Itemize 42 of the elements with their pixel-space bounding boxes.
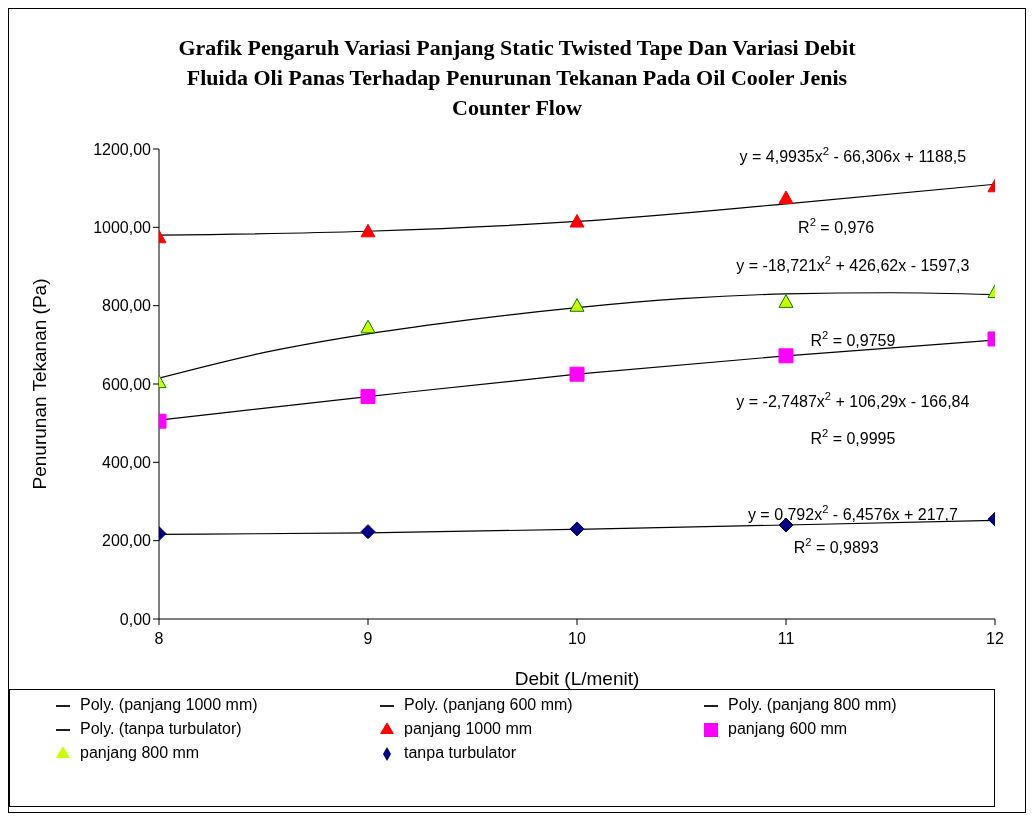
point <box>360 389 376 405</box>
x-tick-label: 10 <box>568 630 586 648</box>
point <box>360 524 376 540</box>
point <box>778 348 794 364</box>
point <box>778 190 794 205</box>
annotation: y = -18,721x$^{2}$ + 426,62x - 1597,3 <box>736 253 970 274</box>
legend-label: panjang 800 mm <box>80 744 200 761</box>
annotation: R$^{2}$ = 0,976 <box>798 215 875 237</box>
y-tick-label: 0,00 <box>119 610 152 628</box>
legend-label: Poly. (panjang 800 mm) <box>728 696 897 713</box>
x-axis-title: Debit (L/menit) <box>514 668 640 689</box>
annotation: R$^{2}$ = 0,9995 <box>810 427 896 448</box>
x-tick-label: 11 <box>777 630 795 648</box>
y-axis-title: Penurunan Tekanan (Pa) <box>28 278 50 490</box>
chart-title: Grafik Pengaruh Variasi Panjang Static Twisted Tape Dan Variasi Debit Fluida Oli Panas Terhadap Penurunan Tekanan Pada Oil Cooler Jenis Counter Flow <box>177 34 857 122</box>
legend-label: Poly. (panjang 600 mm) <box>404 696 573 713</box>
legend-label: Poly. (tanpa turbulator) <box>80 720 242 737</box>
x-tick-label: 8 <box>154 630 164 648</box>
x-tick-label: 9 <box>363 630 373 648</box>
point <box>569 521 585 537</box>
y-tick-label: 800,00 <box>102 297 152 315</box>
annotation: y = 0,792x$^{2}$ - 6,4576x + 217,7 <box>747 502 958 523</box>
y-tick-label: 1200,00 <box>93 140 152 158</box>
point <box>569 213 585 228</box>
annotation: R$^{2}$ = 0,9759 <box>810 328 896 349</box>
legend-label: panjang 1000 mm <box>404 720 533 737</box>
annotation: R$^{2}$ = 0,9893 <box>793 535 879 556</box>
point <box>569 366 585 382</box>
y-tick-label: 600,00 <box>102 375 152 393</box>
point <box>360 319 376 334</box>
legend-label: tanpa turbulator <box>404 744 517 761</box>
y-tick-label: 1000,00 <box>93 219 152 237</box>
annotation: y = 4,9935x$^{2}$ - 66,306x + 1188,5 <box>739 145 967 166</box>
x-tick-label: 12 <box>986 630 1004 648</box>
point <box>569 298 585 312</box>
y-tick-label: 200,00 <box>102 532 152 550</box>
y-tick-label: 400,00 <box>102 454 152 472</box>
point <box>360 223 376 238</box>
legend-label: panjang 600 mm <box>728 720 848 737</box>
point <box>778 294 794 308</box>
annotation: y = -2,7487x$^{2}$ + 106,29x - 166,84 <box>736 389 970 411</box>
legend-label: Poly. (panjang 1000 mm) <box>80 696 258 713</box>
